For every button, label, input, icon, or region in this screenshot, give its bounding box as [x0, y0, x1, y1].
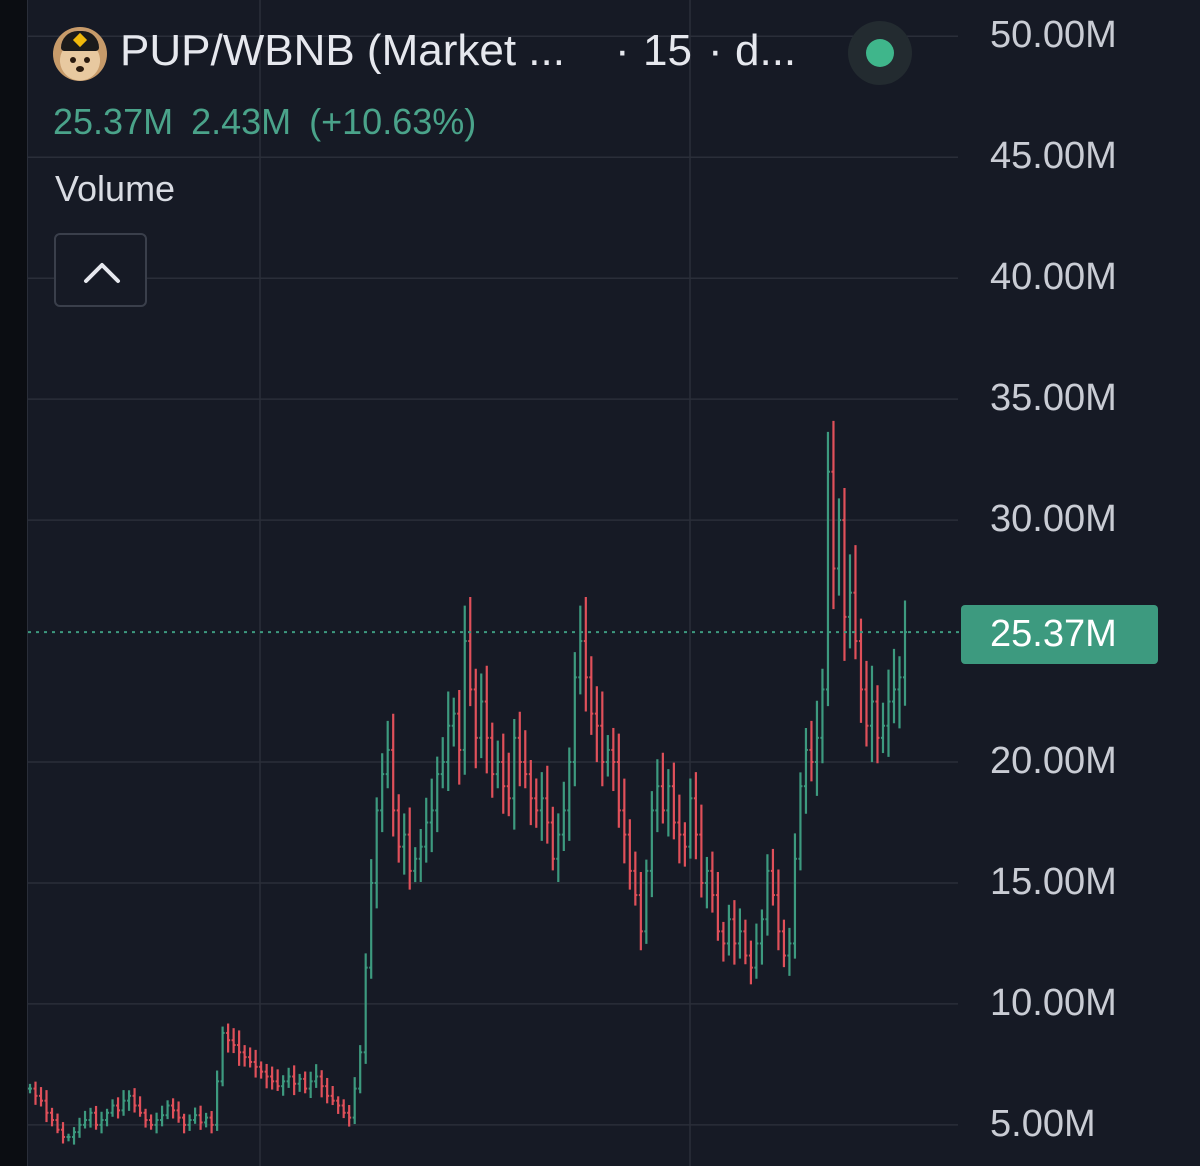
current-value: 25.37M [53, 101, 174, 142]
y-tick-label: 10.00M [990, 981, 1117, 1024]
live-status-dot-icon [866, 39, 894, 67]
y-tick-label: 40.00M [990, 256, 1117, 299]
indicator-label: Volume [55, 168, 176, 209]
interval-label[interactable]: 15 [643, 26, 692, 75]
bar-layer [28, 420, 907, 1145]
last-value-label: 25.37M [990, 613, 1117, 655]
pup-dog-avatar-icon [53, 27, 107, 81]
title-separator: · [615, 26, 630, 75]
y-tick-label: 50.00M [990, 14, 1117, 57]
collapse-button[interactable] [54, 233, 147, 307]
value-readout: 25.37M 2.43M (+10.63%) [53, 101, 494, 143]
source-label[interactable]: d... [735, 26, 797, 75]
change-value: 2.43M [191, 101, 292, 142]
y-tick-label: 45.00M [990, 135, 1117, 178]
y-tick-label: 15.00M [990, 860, 1117, 903]
left-edge-strip [0, 0, 27, 1166]
y-tick-label: 20.00M [990, 740, 1117, 782]
y-tick-label: 5.00M [990, 1102, 1096, 1145]
title-separator: · [708, 26, 723, 75]
last-value-tag [961, 605, 1158, 664]
y-tick-label: 35.00M [990, 377, 1117, 420]
pair-title[interactable]: PUP/WBNB (Market ... [120, 26, 565, 75]
y-tick-label: 30.00M [990, 498, 1117, 541]
grid-layer [28, 0, 958, 1166]
plot-border [27, 0, 28, 1166]
change-percent: (+10.63%) [309, 101, 477, 142]
chevron-up-icon [84, 263, 120, 283]
